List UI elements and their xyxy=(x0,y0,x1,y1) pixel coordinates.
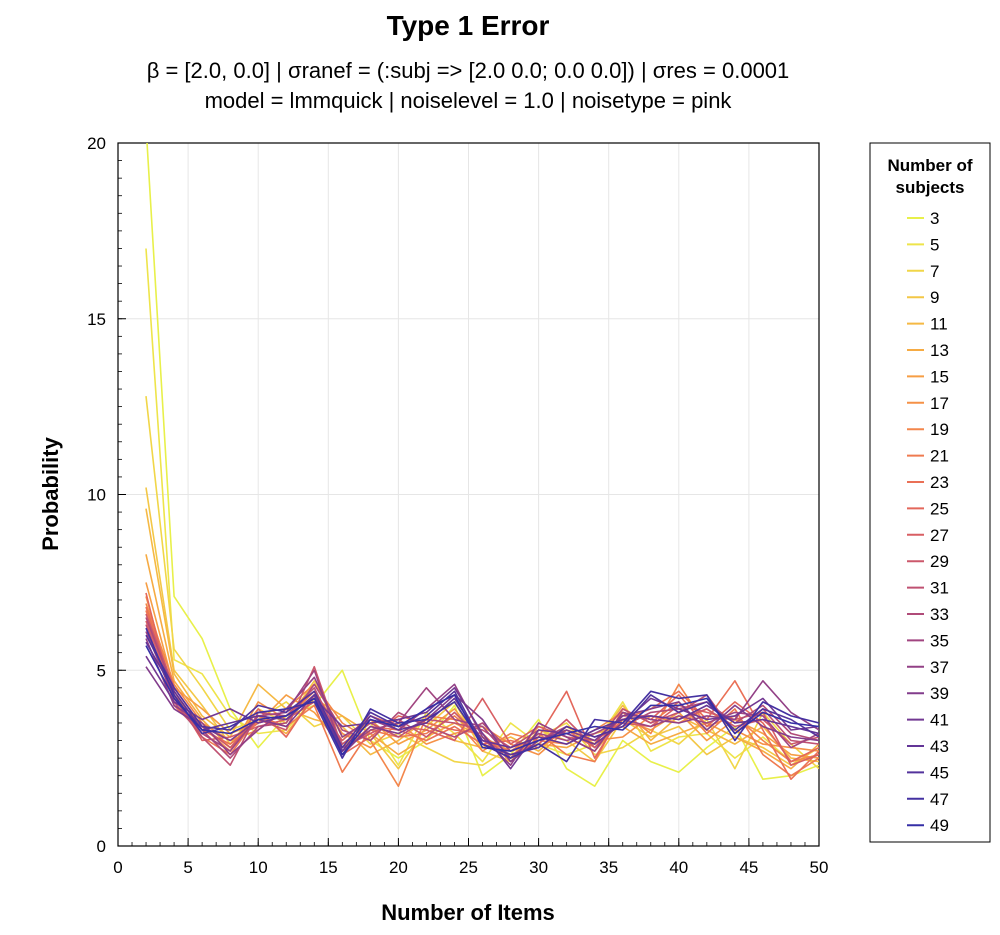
x-tick-label: 50 xyxy=(810,858,829,877)
legend-label-35: 35 xyxy=(930,631,949,650)
y-tick-label: 5 xyxy=(97,661,106,680)
legend-box xyxy=(869,142,991,843)
legend-label-27: 27 xyxy=(930,526,949,545)
chart-title: Type 1 Error xyxy=(386,10,550,41)
legend-label-45: 45 xyxy=(930,763,949,782)
y-axis-label: Probability xyxy=(38,436,63,550)
x-tick-label: 10 xyxy=(249,858,268,877)
chart-subtitle-line-2: model = lmmquick | noiselevel = 1.0 | no… xyxy=(204,88,732,113)
legend-title-line-2: subjects xyxy=(896,178,965,197)
legend-label-25: 25 xyxy=(930,499,949,518)
legend-label-47: 47 xyxy=(930,790,949,809)
legend-label-49: 49 xyxy=(930,816,949,835)
x-tick-label: 40 xyxy=(669,858,688,877)
x-tick-label: 15 xyxy=(319,858,338,877)
x-tick-label: 45 xyxy=(739,858,758,877)
x-axis-label: Number of Items xyxy=(381,900,555,925)
x-tick-label: 30 xyxy=(529,858,548,877)
legend: Number of subjects 357911131517192123252… xyxy=(869,142,991,843)
series-line-43 xyxy=(145,641,819,752)
y-tick-label: 20 xyxy=(87,134,106,153)
series-line-3 xyxy=(146,143,819,788)
y-tick-label: 10 xyxy=(87,486,106,505)
x-tick-label: 20 xyxy=(389,858,408,877)
series-line-47 xyxy=(145,627,819,763)
x-tick-label: 25 xyxy=(459,858,478,877)
x-tick-label: 0 xyxy=(113,858,122,877)
legend-label-9: 9 xyxy=(930,288,939,307)
legend-label-31: 31 xyxy=(930,579,949,598)
legend-label-33: 33 xyxy=(930,605,949,624)
y-tick-label: 0 xyxy=(97,837,106,856)
legend-label-21: 21 xyxy=(930,447,949,466)
series-line-23 xyxy=(145,606,819,781)
x-tick-label: 5 xyxy=(183,858,192,877)
legend-label-41: 41 xyxy=(930,711,949,730)
legend-label-37: 37 xyxy=(930,658,949,677)
chart-subtitle-line-1: β = [2.0, 0.0] | σranef = (:subj => [2.0… xyxy=(146,58,790,83)
legend-items: 3579111315171921232527293133353739414345… xyxy=(907,209,949,835)
legend-label-13: 13 xyxy=(930,341,949,360)
series-line-19 xyxy=(145,603,819,788)
legend-label-29: 29 xyxy=(930,552,949,571)
series-line-5 xyxy=(145,248,819,767)
legend-label-15: 15 xyxy=(930,367,949,386)
legend-label-23: 23 xyxy=(930,473,949,492)
series-line-41 xyxy=(145,655,819,770)
legend-label-5: 5 xyxy=(930,235,939,254)
legend-label-17: 17 xyxy=(930,394,949,413)
legend-label-19: 19 xyxy=(930,420,949,439)
legend-label-7: 7 xyxy=(930,262,939,281)
series-line-49 xyxy=(145,645,819,756)
series-layer xyxy=(145,143,819,788)
legend-label-39: 39 xyxy=(930,684,949,703)
y-tick-label: 15 xyxy=(87,310,106,329)
legend-title-line-1: Number of xyxy=(888,156,973,175)
legend-label-3: 3 xyxy=(930,209,939,228)
x-tick-label: 35 xyxy=(599,858,618,877)
series-line-37 xyxy=(145,638,819,767)
axes: 0 5 10 15 20 25 30 35 40 45 50 0 5 10 15 20 xyxy=(87,134,828,877)
legend-label-11: 11 xyxy=(930,315,948,334)
legend-label-43: 43 xyxy=(930,737,949,756)
